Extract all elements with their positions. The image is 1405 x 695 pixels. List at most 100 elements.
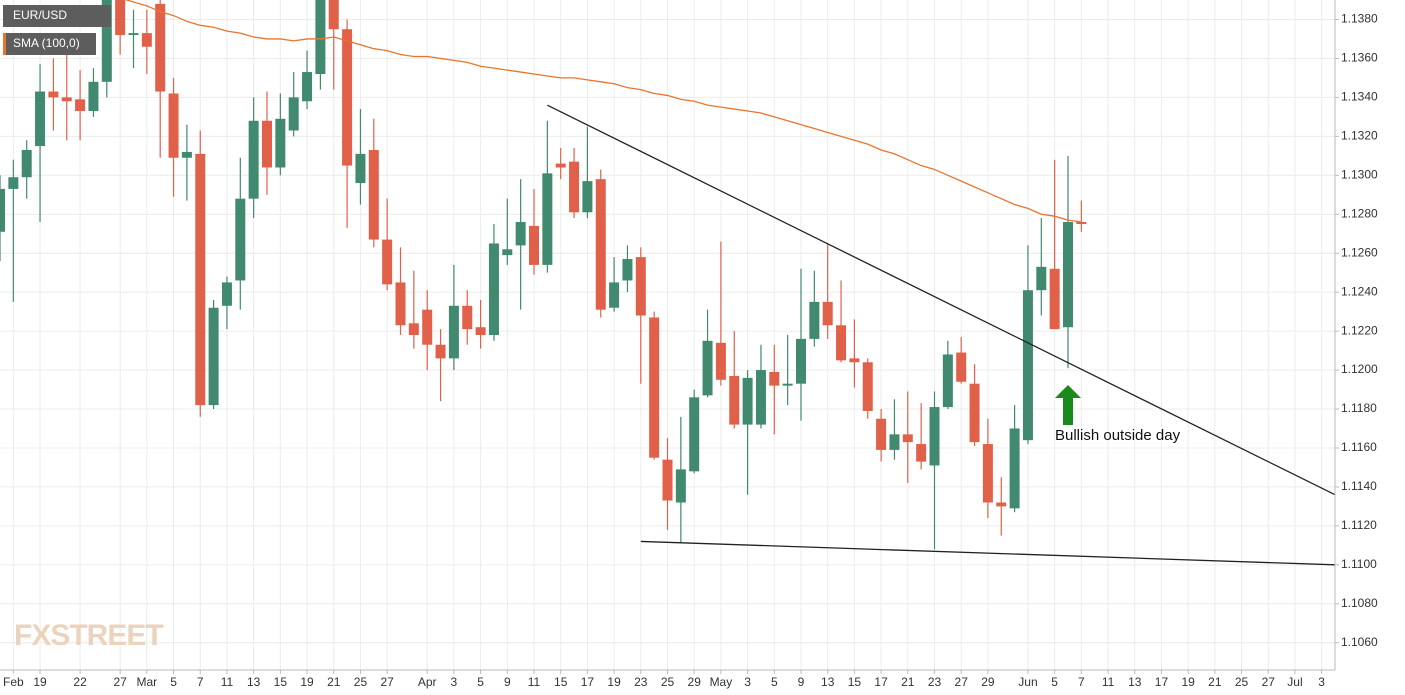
x-tick-label: 25 bbox=[1235, 675, 1249, 689]
y-tick-label: 1.1380 bbox=[1341, 12, 1378, 26]
x-tick-label: Jun bbox=[1018, 675, 1037, 689]
candle-body bbox=[1036, 266, 1047, 291]
candle-body bbox=[195, 153, 206, 406]
candle-body bbox=[982, 444, 993, 503]
x-tick-label: 15 bbox=[274, 675, 288, 689]
y-tick-label: 1.1240 bbox=[1341, 284, 1378, 298]
x-tick-label: 17 bbox=[581, 675, 595, 689]
candle-body bbox=[649, 317, 660, 458]
x-tick-label: 13 bbox=[1128, 675, 1142, 689]
candle-body bbox=[315, 0, 326, 75]
x-tick-label: 9 bbox=[504, 675, 511, 689]
candle-body bbox=[715, 342, 726, 380]
x-tick-label: 27 bbox=[380, 675, 394, 689]
candle-body bbox=[929, 407, 940, 466]
y-tick-label: 1.1260 bbox=[1341, 245, 1378, 259]
y-tick-label: 1.1300 bbox=[1341, 167, 1378, 181]
candle-body bbox=[462, 305, 473, 330]
candle-body bbox=[448, 305, 459, 359]
candle-body bbox=[21, 149, 32, 178]
y-tick-label: 1.1220 bbox=[1341, 323, 1378, 337]
candle-body bbox=[662, 459, 673, 501]
candle-body bbox=[809, 301, 820, 339]
x-tick-label: 11 bbox=[1102, 675, 1115, 689]
x-tick-label: 27 bbox=[955, 675, 969, 689]
x-tick-label: 5 bbox=[1051, 675, 1058, 689]
candle-body bbox=[1063, 222, 1073, 328]
candle-body bbox=[942, 354, 953, 408]
x-tick-label: 3 bbox=[1318, 675, 1325, 689]
candle-body bbox=[595, 179, 606, 310]
candle-body bbox=[368, 149, 379, 240]
candle-body bbox=[849, 358, 860, 363]
candle-body bbox=[889, 434, 900, 450]
candle-body bbox=[755, 370, 766, 425]
candle-body bbox=[262, 120, 272, 168]
candle-body bbox=[702, 340, 713, 396]
candle-body bbox=[675, 469, 686, 503]
x-tick-label: 7 bbox=[1078, 675, 1085, 689]
legend-swatch bbox=[3, 33, 6, 55]
x-tick-label: 21 bbox=[1208, 675, 1222, 689]
x-tick-label: 23 bbox=[928, 675, 942, 689]
x-tick-label: 23 bbox=[634, 675, 648, 689]
candle-body bbox=[956, 352, 967, 382]
trendline bbox=[640, 540, 1335, 566]
candle-body bbox=[542, 173, 553, 265]
y-tick-label: 1.1160 bbox=[1341, 440, 1377, 454]
x-tick-label: 11 bbox=[528, 675, 541, 689]
candle-body bbox=[181, 151, 192, 158]
legend-label: SMA (100,0) bbox=[13, 36, 80, 50]
y-tick-label: 1.1280 bbox=[1341, 206, 1378, 220]
candle-body bbox=[515, 222, 526, 246]
x-tick-label: 21 bbox=[901, 675, 915, 689]
candle-body bbox=[208, 307, 219, 406]
candle-body bbox=[609, 282, 620, 308]
candle-body bbox=[61, 97, 72, 102]
candle-body bbox=[582, 181, 593, 213]
candle-body bbox=[8, 177, 19, 189]
candle-body bbox=[221, 282, 232, 306]
candle-body bbox=[395, 282, 406, 326]
trendline bbox=[547, 104, 1335, 496]
candle-body bbox=[876, 418, 887, 450]
candle-body bbox=[0, 188, 5, 232]
candle-body bbox=[862, 362, 873, 411]
candle-body bbox=[288, 97, 299, 131]
candle-body bbox=[48, 91, 59, 98]
x-tick-label: 29 bbox=[981, 675, 995, 689]
arrow bbox=[1055, 385, 1081, 425]
x-tick-label: Mar bbox=[137, 675, 158, 689]
y-tick-label: 1.1060 bbox=[1341, 635, 1378, 649]
candle-body bbox=[635, 257, 646, 316]
x-tick-label: 13 bbox=[247, 675, 261, 689]
legend-box bbox=[3, 5, 111, 27]
x-tick-label: 15 bbox=[848, 675, 862, 689]
x-tick-label: 21 bbox=[327, 675, 341, 689]
x-tick-label: 5 bbox=[771, 675, 778, 689]
legend-swatch bbox=[3, 5, 6, 27]
candle-body bbox=[475, 327, 486, 335]
x-tick-label: May bbox=[710, 675, 733, 689]
x-tick-label: 27 bbox=[113, 675, 127, 689]
candle-body bbox=[502, 249, 513, 256]
y-tick-label: 1.1200 bbox=[1341, 362, 1378, 376]
x-tick-label: Apr bbox=[418, 675, 437, 689]
candle-body bbox=[155, 3, 166, 92]
candle-body bbox=[101, 0, 112, 82]
x-tick-label: 11 bbox=[221, 675, 234, 689]
candle-body bbox=[555, 163, 566, 168]
candle-body bbox=[729, 375, 740, 425]
x-tick-label: 3 bbox=[451, 675, 458, 689]
candle-body bbox=[355, 153, 366, 184]
candle-body bbox=[128, 33, 139, 36]
candle-body bbox=[115, 0, 126, 36]
x-tick-label: Jul bbox=[1287, 675, 1302, 689]
candle-body bbox=[742, 377, 753, 425]
candle-body bbox=[782, 383, 793, 386]
candle-body bbox=[1076, 222, 1087, 224]
x-tick-label: 9 bbox=[798, 675, 805, 689]
candle-body bbox=[328, 0, 339, 30]
